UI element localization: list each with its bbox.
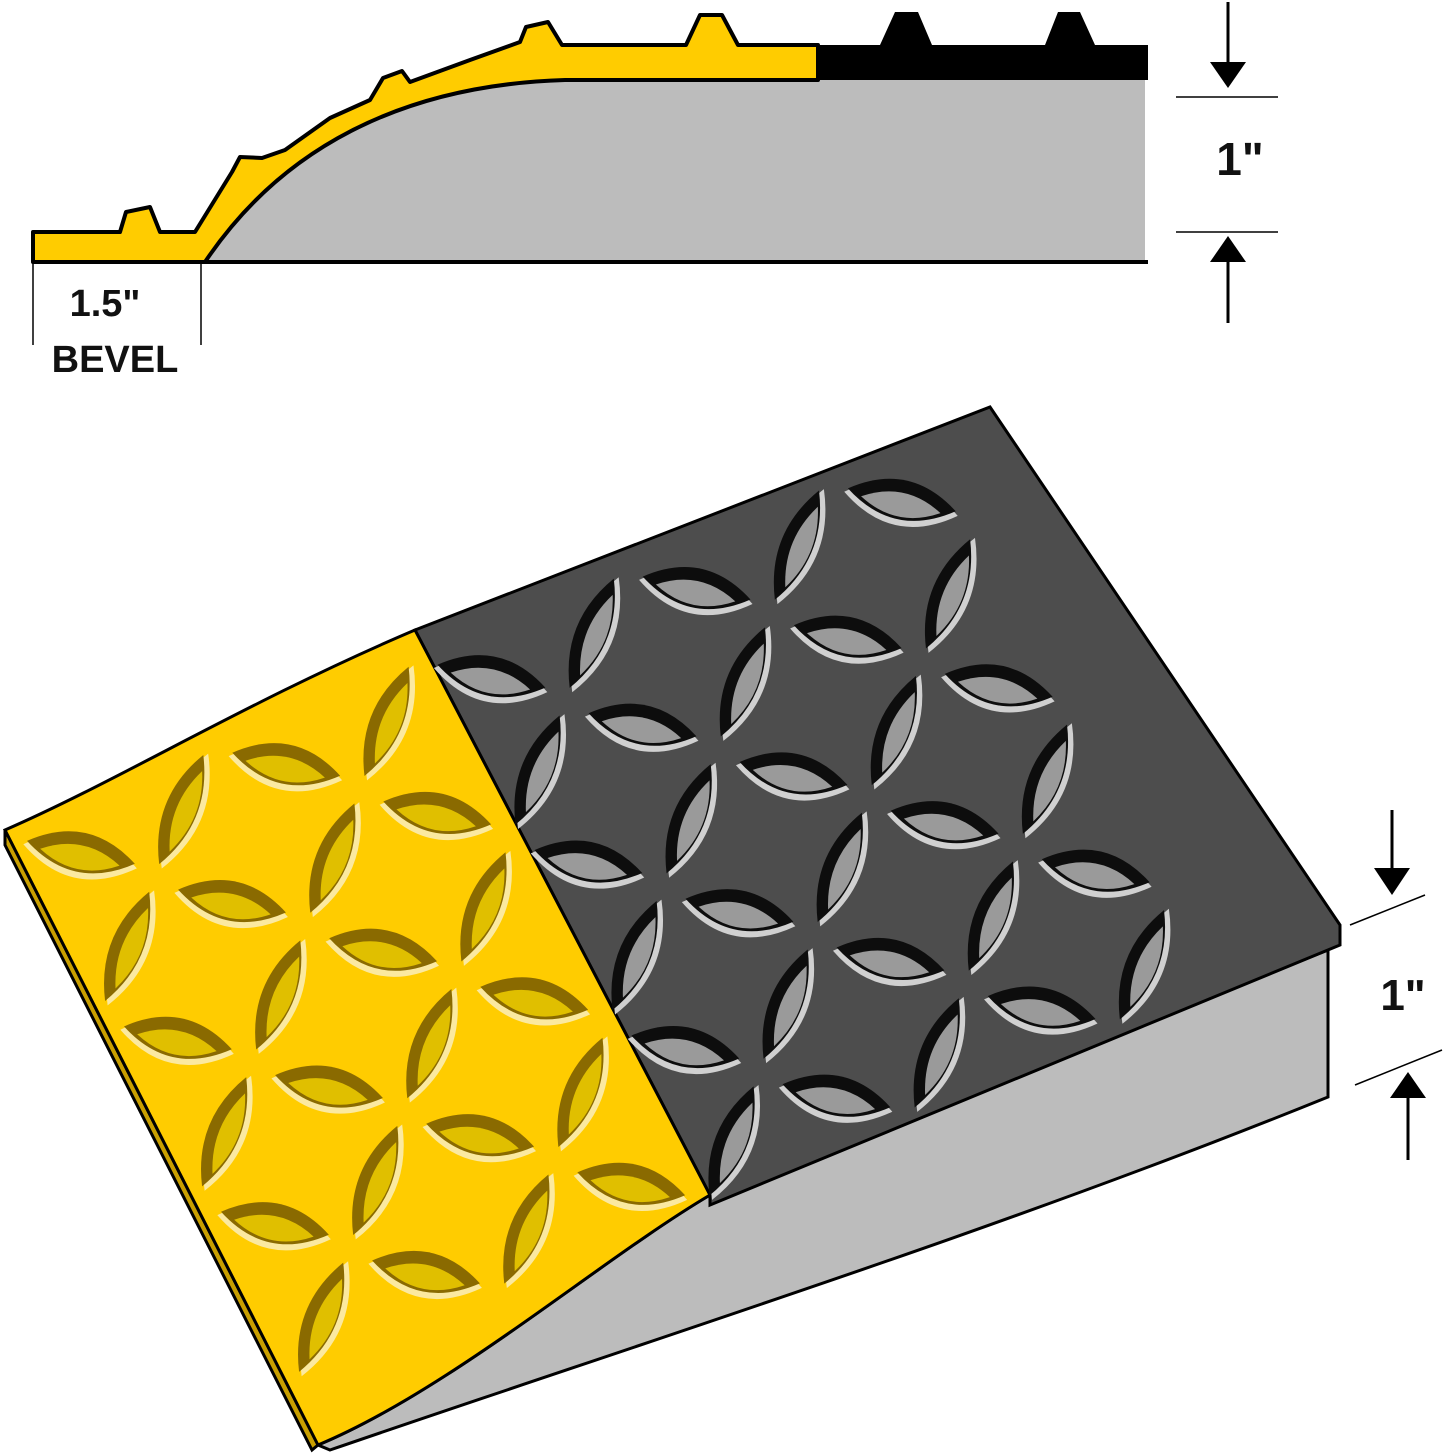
diamond-tread (790, 615, 904, 664)
diamond-tread (298, 1261, 350, 1377)
diamond-tread (778, 1074, 893, 1123)
diamond-tread (681, 889, 796, 938)
bevel-label: BEVEL (52, 339, 179, 381)
diamond-tread (476, 977, 591, 1026)
diamond-tread (832, 937, 947, 987)
diamond-tread (325, 928, 440, 977)
diamond-tread (309, 802, 361, 918)
diamond-tread (1038, 849, 1152, 898)
diamond-tread (611, 899, 664, 1015)
arrow-up-icon (1210, 236, 1246, 262)
cross-section-view: 1.5" BEVEL 1" (31, 2, 1278, 381)
diamond-tread (844, 478, 958, 527)
diamond-tread (23, 831, 137, 880)
thickness-label: 1" (1216, 133, 1263, 185)
bevel-size-label: 1.5" (70, 283, 141, 325)
diamond-tread (201, 1075, 253, 1191)
diamond-tread (735, 752, 850, 801)
diamond-tread (120, 1016, 234, 1065)
arrow-down-icon (1210, 62, 1246, 88)
diamond-tread (573, 1162, 688, 1211)
diamond-tread (514, 714, 567, 830)
thickness-label-2: 1" (1380, 971, 1425, 1020)
diamond-tread (941, 664, 1055, 713)
diamond-tread (708, 1084, 761, 1200)
diamond-tread (352, 1124, 404, 1240)
diamond-tread (271, 1065, 385, 1114)
diamond-tread (816, 811, 869, 927)
diamond-tread (627, 1026, 742, 1075)
diamond-tread (773, 489, 826, 605)
diamond-tread (568, 577, 621, 693)
diamond-tread (255, 938, 307, 1054)
diamond-tread (363, 665, 416, 781)
diamond-tread (967, 860, 1020, 976)
diamond-tread (158, 753, 210, 869)
arrow-up-icon-2 (1390, 1072, 1426, 1098)
diamond-tread (1021, 723, 1074, 839)
diamond-tread (217, 1202, 331, 1251)
foam-core-section (205, 80, 1145, 262)
diamond-tread-pattern (23, 478, 1171, 1377)
diamond-tread (433, 655, 548, 704)
diamond-tread (174, 880, 288, 929)
diamond-tread (887, 801, 1001, 850)
diamond-tread (762, 948, 815, 1064)
diamond-tread (460, 850, 512, 966)
diamond-tread (1118, 908, 1171, 1024)
diamond-tread (406, 987, 458, 1103)
diamond-tread (422, 1114, 537, 1163)
diamond-tread (913, 996, 966, 1112)
black-top-layer-section (818, 12, 1148, 80)
diamond-tread (984, 986, 1098, 1035)
diamond-tread (228, 743, 343, 792)
diamond-tread (719, 625, 772, 741)
diamond-tread (665, 762, 718, 878)
diamond-tread (924, 537, 977, 653)
diamond-tread (368, 1250, 482, 1300)
yellow-bevel-section (31, 13, 820, 264)
perspective-view: 1" (2, 405, 1443, 1453)
dim-line-bottom-2 (1354, 1049, 1443, 1086)
diamond-tread (557, 1036, 609, 1152)
dim-line-top-2 (1349, 894, 1426, 926)
diamond-tread (870, 674, 923, 790)
arrow-down-icon-2 (1374, 868, 1410, 895)
diamond-tread (584, 703, 699, 752)
diamond-tread (104, 890, 156, 1006)
diamond-tread (530, 840, 645, 889)
diamond-tread (503, 1173, 555, 1289)
diamond-tread (639, 567, 753, 616)
diamond-tread (379, 791, 494, 841)
